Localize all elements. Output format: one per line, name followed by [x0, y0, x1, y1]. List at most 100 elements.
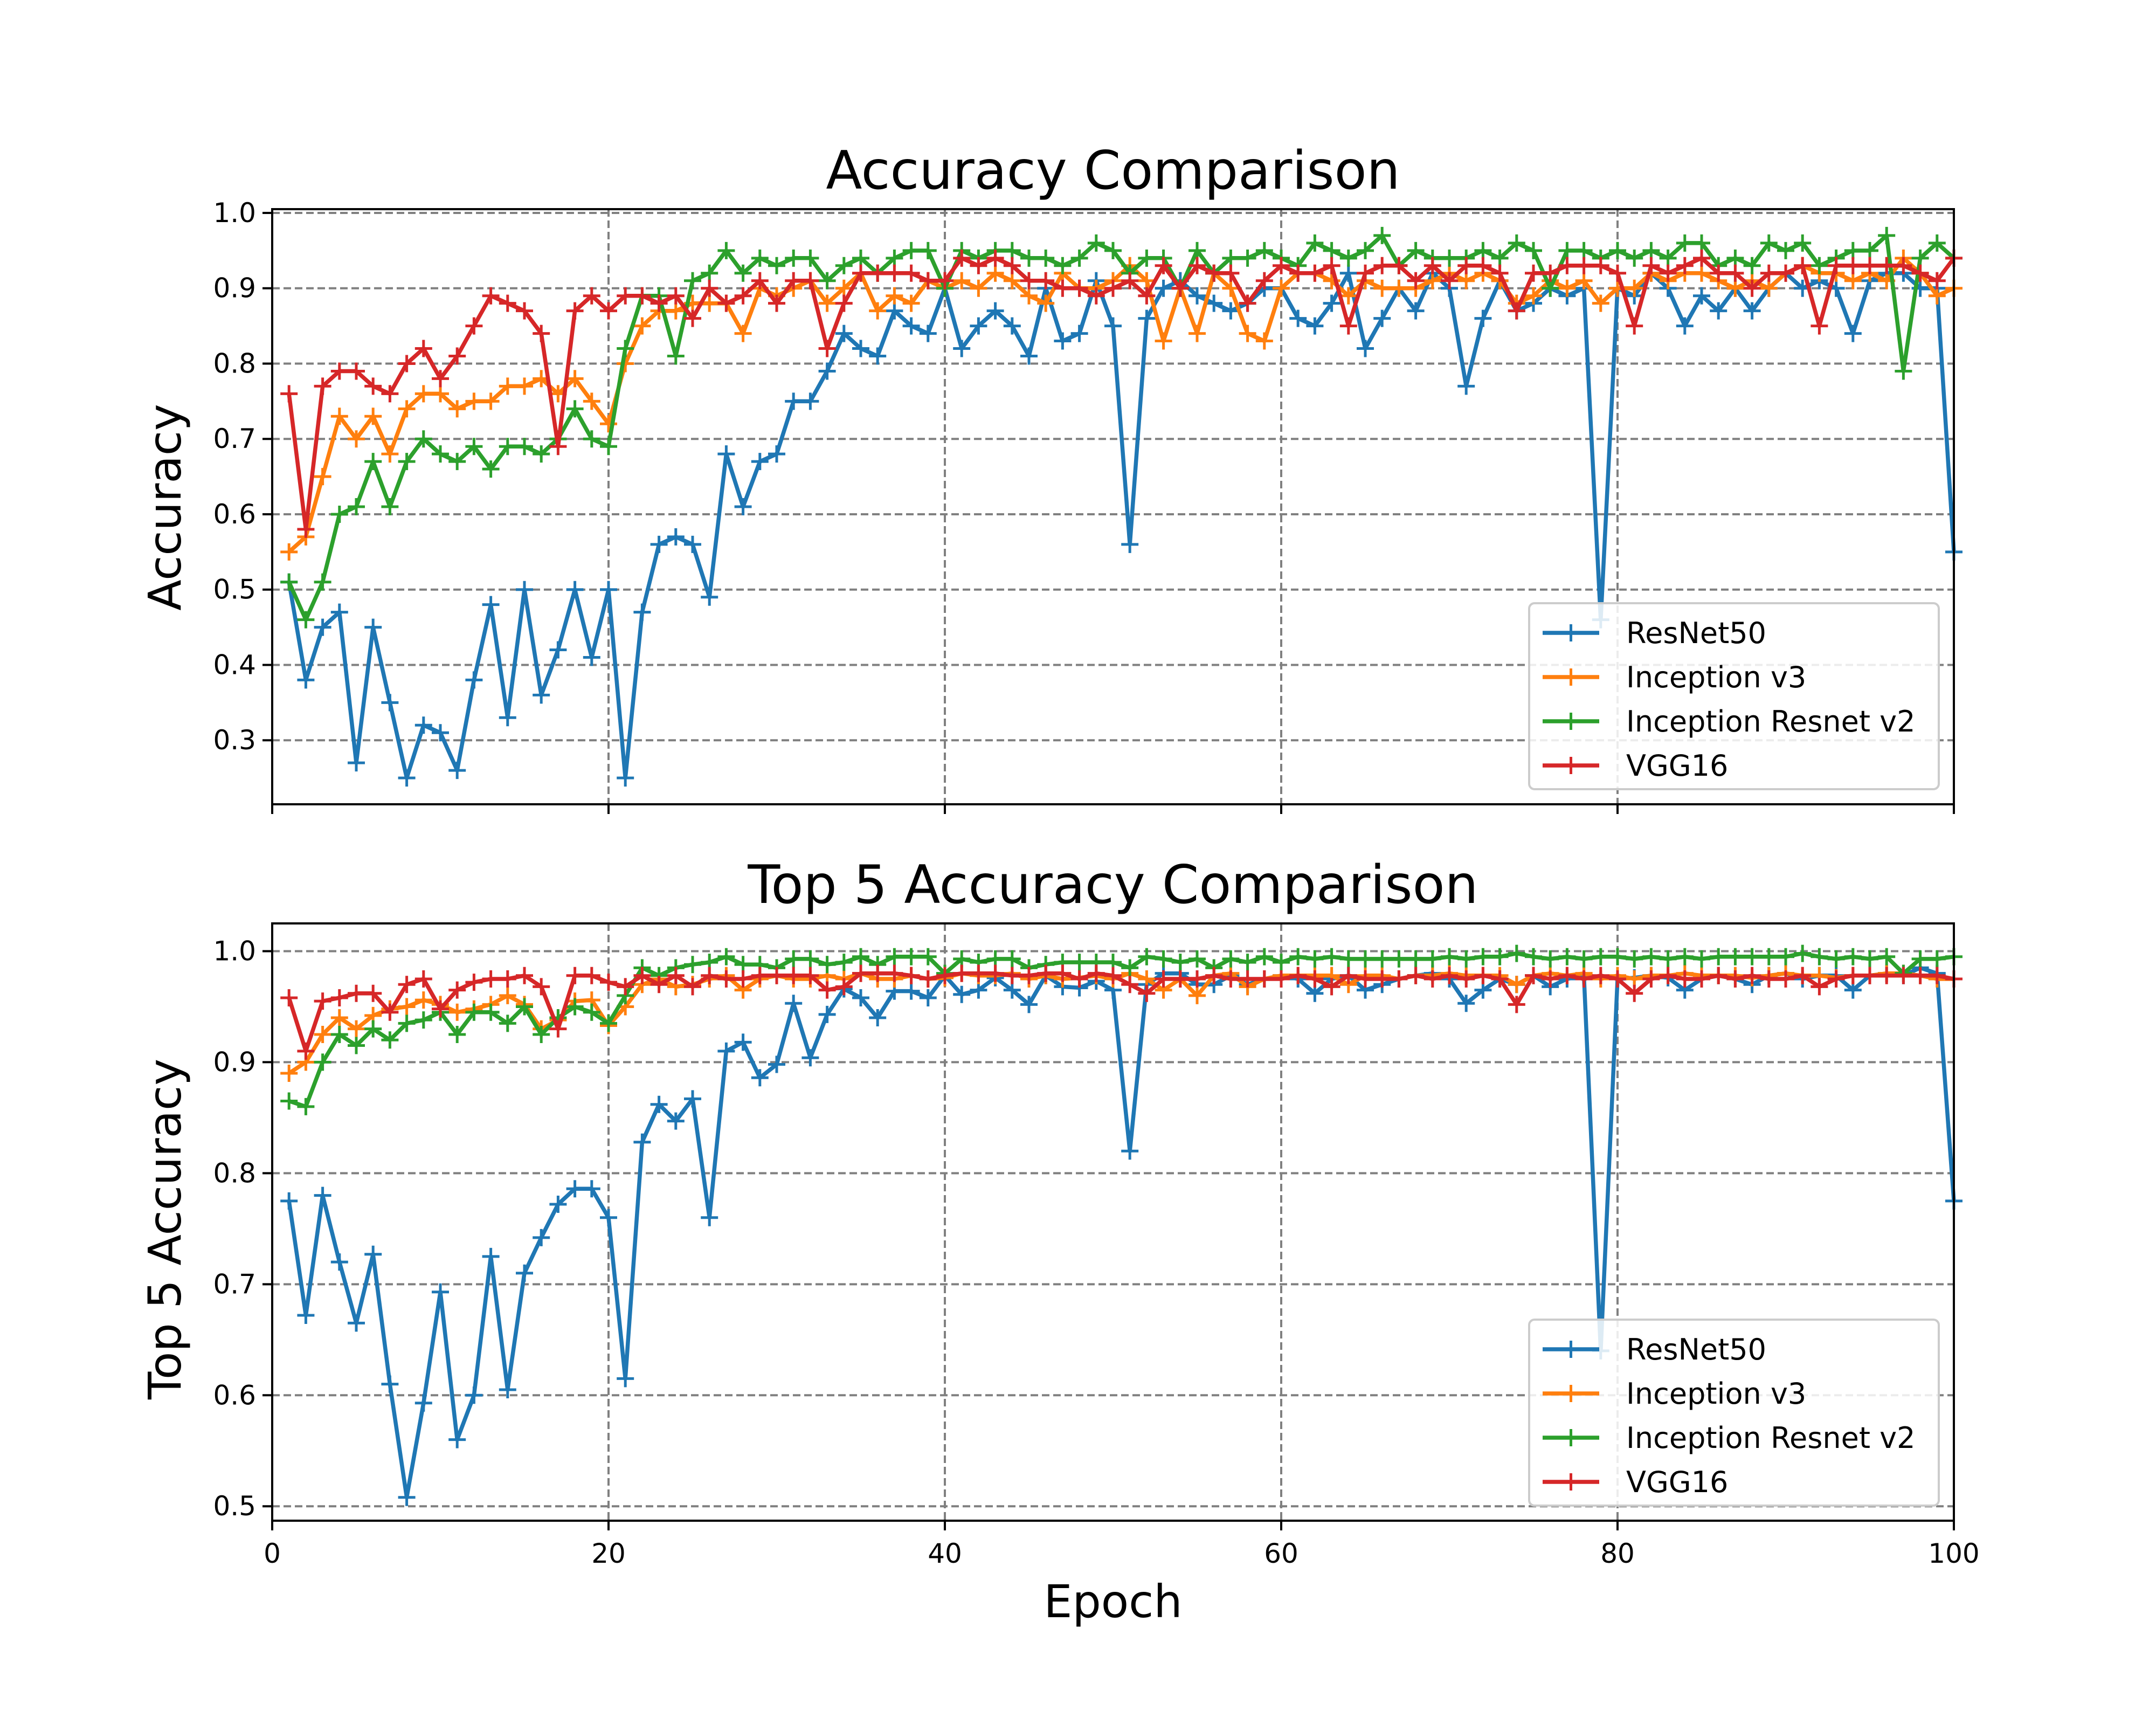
accuracy-point-vgg16: [499, 294, 516, 312]
top5-point-inception-v3: [398, 998, 416, 1016]
accuracy-point-resnet50: [1457, 377, 1475, 395]
top5-legend-marker-inception-resnet-v2: [1562, 1429, 1580, 1446]
accuracy-point-inception-v3: [516, 377, 533, 395]
top5-point-vgg16: [381, 1003, 399, 1021]
top5-point-inception-resnet-v2: [1138, 948, 1156, 965]
accuracy-point-resnet50: [751, 453, 769, 471]
accuracy-point-inception-resnet-v2: [1239, 249, 1256, 267]
accuracy-point-inception-v3: [1558, 279, 1576, 297]
accuracy-legend-label-inception-v3: Inception v3: [1626, 660, 1806, 694]
accuracy-point-resnet50: [785, 392, 803, 410]
accuracy-y-tick-label: 0.4: [213, 649, 256, 680]
accuracy-point-inception-resnet-v2: [1760, 234, 1778, 252]
top5-point-vgg16: [1642, 970, 1660, 988]
accuracy-point-inception-v3: [1138, 272, 1156, 289]
accuracy-point-vgg16: [617, 287, 634, 305]
accuracy-point-inception-v3: [398, 400, 416, 418]
accuracy-point-inception-resnet-v2: [1895, 362, 1912, 380]
top5-point-vgg16: [1003, 967, 1021, 984]
accuracy-point-inception-resnet-v2: [902, 242, 920, 259]
accuracy-y-tick-label: 0.7: [213, 423, 256, 454]
top5-point-inception-resnet-v2: [1273, 954, 1290, 971]
accuracy-point-inception-resnet-v2: [1693, 234, 1710, 252]
top5-legend-label-vgg16: VGG16: [1626, 1465, 1728, 1499]
accuracy-point-vgg16: [1222, 264, 1240, 282]
accuracy-point-vgg16: [1441, 272, 1458, 289]
accuracy-point-inception-v3: [886, 287, 903, 305]
accuracy-point-inception-v3: [1592, 294, 1609, 312]
accuracy-y-tick-label: 0.5: [213, 574, 256, 605]
top5-point-vgg16: [1357, 970, 1374, 988]
top5-point-inception-v3: [330, 1009, 348, 1027]
accuracy-point-resnet50: [566, 581, 584, 598]
accuracy-point-inception-resnet-v2: [886, 249, 903, 267]
accuracy-point-inception-resnet-v2: [1811, 257, 1828, 274]
accuracy-point-vgg16: [1508, 302, 1525, 320]
top5-point-resnet50: [751, 1069, 769, 1087]
accuracy-point-inception-v3: [1693, 264, 1710, 282]
top5-point-vgg16: [1441, 967, 1458, 984]
accuracy-markers-inception-v3: [280, 249, 1962, 561]
accuracy-point-vgg16: [1710, 264, 1727, 282]
accuracy-point-inception-v3: [1726, 279, 1744, 297]
accuracy-point-vgg16: [1121, 272, 1139, 289]
top5-point-vgg16: [600, 974, 617, 991]
accuracy-point-vgg16: [1037, 272, 1055, 289]
accuracy-point-inception-v3: [330, 408, 348, 425]
accuracy-point-vgg16: [1457, 257, 1475, 274]
accuracy-point-vgg16: [1205, 264, 1223, 282]
accuracy-point-vgg16: [1070, 279, 1088, 297]
accuracy-point-resnet50: [364, 618, 382, 636]
accuracy-point-inception-resnet-v2: [465, 438, 483, 456]
accuracy-point-vgg16: [1339, 317, 1357, 335]
accuracy-point-inception-resnet-v2: [1878, 226, 1896, 244]
top5-point-resnet50: [1306, 984, 1324, 1002]
accuracy-point-inception-v3: [482, 392, 500, 410]
accuracy-point-inception-resnet-v2: [398, 453, 416, 471]
top5-point-resnet50: [717, 1042, 735, 1060]
accuracy-point-resnet50: [448, 762, 466, 779]
top5-point-resnet50: [297, 1307, 315, 1324]
top5-point-vgg16: [1609, 970, 1626, 988]
accuracy-point-vgg16: [1642, 257, 1660, 274]
accuracy-point-inception-v3: [1273, 279, 1290, 297]
top5-point-resnet50: [516, 1264, 533, 1282]
accuracy-point-vgg16: [1558, 257, 1576, 274]
accuracy-point-inception-v3: [1037, 294, 1055, 312]
accuracy-point-resnet50: [650, 535, 668, 553]
accuracy-series-line-resnet50: [287, 271, 1956, 780]
top5-point-inception-resnet-v2: [1222, 950, 1240, 968]
top5-point-vgg16: [432, 1000, 449, 1018]
accuracy-point-inception-resnet-v2: [1037, 249, 1055, 267]
top5-point-vgg16: [1037, 964, 1055, 982]
accuracy-legend-marker-inception-resnet-v2: [1562, 713, 1580, 730]
top5-accuracy-panel: Top 5 Accuracy Comparison Top 5 Accuracy…: [139, 854, 1980, 1628]
accuracy-point-inception-resnet-v2: [1222, 249, 1240, 267]
accuracy-point-inception-resnet-v2: [1087, 234, 1105, 252]
accuracy-point-inception-resnet-v2: [432, 445, 449, 463]
top5-point-inception-resnet-v2: [1357, 950, 1374, 968]
accuracy-point-vgg16: [1794, 257, 1812, 274]
top5-point-resnet50: [465, 1386, 483, 1404]
accuracy-point-inception-resnet-v2: [348, 498, 365, 515]
accuracy-point-vgg16: [533, 325, 550, 342]
accuracy-point-vgg16: [1626, 317, 1643, 335]
accuracy-point-inception-resnet-v2: [835, 257, 853, 274]
accuracy-y-tick-label: 0.9: [213, 273, 256, 304]
accuracy-point-vgg16: [1861, 257, 1878, 274]
accuracy-point-resnet50: [482, 596, 500, 613]
accuracy-point-resnet50: [886, 302, 903, 320]
accuracy-point-inception-resnet-v2: [1928, 234, 1946, 252]
top5-point-vgg16: [1104, 967, 1122, 984]
accuracy-point-resnet50: [1474, 309, 1492, 327]
accuracy-point-vgg16: [381, 385, 399, 403]
top5-point-vgg16: [869, 964, 887, 982]
accuracy-point-resnet50: [1054, 332, 1072, 350]
top5-axes-frame: [271, 922, 1955, 1522]
top5-point-resnet50: [381, 1375, 399, 1393]
accuracy-point-vgg16: [1373, 257, 1391, 274]
accuracy-point-inception-resnet-v2: [499, 438, 516, 456]
top5-point-resnet50: [953, 985, 971, 1003]
accuracy-point-vgg16: [835, 294, 853, 312]
accuracy-point-vgg16: [516, 302, 533, 320]
